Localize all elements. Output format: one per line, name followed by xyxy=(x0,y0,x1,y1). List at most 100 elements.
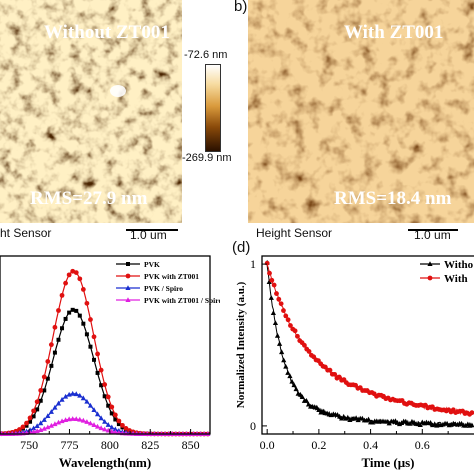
data-point-pvk xyxy=(92,357,97,362)
data-point-pvk-with-zt001-spiro xyxy=(66,416,72,422)
data-point-pvk-with-zt001-spiro xyxy=(77,416,83,422)
data-point-pvk-with-zt001 xyxy=(63,280,68,286)
series-witho xyxy=(264,259,474,428)
data-point-pvk xyxy=(49,363,54,368)
afm-rms-a: RMS=27.9 nm xyxy=(30,188,148,209)
data-point-pvk-spiro xyxy=(109,424,115,430)
data-point-with xyxy=(292,328,298,334)
legend-label-pvk-with-zt001: PVK with ZT001 xyxy=(144,272,199,281)
data-point-pvk xyxy=(67,310,72,315)
afm-image-without-zt001: Without ZT001 RMS=27.9 nm xyxy=(0,0,182,223)
data-point-pvk-with-zt001 xyxy=(38,388,44,393)
legend-label-witho: Witho xyxy=(444,259,474,271)
y-tick-label-d: 0 xyxy=(250,419,256,433)
y-axis-label-d: Normalized Intensity (a.u.) xyxy=(235,281,247,408)
data-point-with xyxy=(264,260,270,266)
data-point-pvk-spiro xyxy=(112,426,118,432)
series-pvk-with-zt001 xyxy=(0,268,211,437)
data-point-pvk-spiro xyxy=(94,411,101,417)
data-point-with xyxy=(332,371,338,377)
legend-marker-pvk-with-zt001-spiro xyxy=(125,297,131,302)
data-point-pvk-with-zt001 xyxy=(59,292,65,298)
data-point-pvk xyxy=(106,403,111,408)
data-point-pvk xyxy=(95,370,100,375)
data-point-with xyxy=(274,291,279,296)
data-point-pvk xyxy=(45,376,50,381)
legend-marker-with xyxy=(427,275,433,281)
data-point-with xyxy=(276,296,282,302)
data-point-pvk-with-zt001 xyxy=(56,308,61,313)
data-point-witho xyxy=(285,370,291,375)
data-point-pvk-with-zt001 xyxy=(16,427,22,432)
data-point-pvk-with-zt001 xyxy=(77,276,83,282)
x-tick-label-c: 800 xyxy=(101,438,119,452)
data-point-witho xyxy=(291,382,297,388)
data-point-pvk xyxy=(52,350,57,355)
data-point-pvk xyxy=(63,316,68,321)
data-point-pvk-with-zt001-spiro xyxy=(48,422,54,428)
colorbar-min-label: -269.9 nm xyxy=(182,152,232,164)
data-point-pvk-spiro xyxy=(80,395,86,401)
data-point-pvk-spiro xyxy=(34,423,40,429)
legend-marker-pvk xyxy=(126,262,130,266)
data-point-pvk-with-zt001-spiro xyxy=(91,422,97,427)
data-point-pvk-with-zt001 xyxy=(120,422,125,428)
data-point-pvk-with-zt001-spiro xyxy=(41,425,47,431)
pl-spectra-chart: 750 775 800 825 850 Wavelength(nm) PVK PVK wit… xyxy=(0,255,220,470)
data-point-pvk-with-zt001-spiro xyxy=(55,419,62,425)
data-point-with xyxy=(269,277,275,283)
data-point-pvk-with-zt001-spiro xyxy=(38,427,44,432)
sensor-label-b: Height Sensor xyxy=(256,226,333,240)
data-point-with xyxy=(288,323,293,328)
data-point-with xyxy=(283,313,289,319)
data-point-pvk-with-zt001 xyxy=(34,399,40,405)
data-point-with xyxy=(285,317,291,323)
x-tick-label-d: 0.6 xyxy=(415,438,430,452)
data-point-witho xyxy=(469,422,474,428)
data-point-pvk-with-zt001 xyxy=(88,317,93,322)
legend-marker-pvk-with-zt001 xyxy=(125,273,131,279)
afm-image-with-zt001: With ZT001 RMS=18.4 nm xyxy=(248,0,474,223)
data-point-pvk-spiro xyxy=(87,402,94,408)
data-point-pvk-with-zt001-spiro xyxy=(52,421,58,427)
data-point-pvk-with-zt001 xyxy=(31,408,36,414)
data-point-witho xyxy=(427,420,434,425)
panel-letter-b: b) xyxy=(234,0,248,15)
data-point-pvk-with-zt001-spiro xyxy=(84,419,90,424)
data-point-witho xyxy=(270,310,276,316)
afm-texture-a xyxy=(0,0,182,223)
data-point-pvk xyxy=(24,423,29,428)
data-point-pvk xyxy=(31,414,36,419)
x-tick-label-d: 0.0 xyxy=(260,438,275,452)
data-point-witho xyxy=(274,332,281,338)
data-point-witho xyxy=(283,363,289,369)
data-point-pvk-spiro xyxy=(48,409,54,414)
data-point-pvk-spiro xyxy=(91,407,97,412)
data-point-witho xyxy=(345,415,351,420)
data-point-pvk-with-zt001 xyxy=(91,334,97,340)
data-point-pvk-with-zt001 xyxy=(27,415,33,421)
data-point-pvk-with-zt001 xyxy=(80,286,86,292)
data-point-pvk-with-zt001 xyxy=(24,420,29,426)
series-line-witho xyxy=(266,266,474,428)
data-point-with xyxy=(302,342,307,348)
data-point-witho xyxy=(297,391,303,397)
data-point-witho xyxy=(293,386,299,392)
x-tick-label-c: 850 xyxy=(182,438,200,452)
data-point-pvk xyxy=(74,308,79,313)
data-point-pvk-with-zt001 xyxy=(105,394,111,400)
data-point-with xyxy=(295,333,300,339)
scale-label-b: 1.0 um xyxy=(414,228,451,242)
data-point-pvk-spiro xyxy=(70,390,76,396)
data-point-pvk xyxy=(109,411,114,416)
data-point-pvk-spiro xyxy=(105,422,111,427)
scale-bar-a xyxy=(126,229,178,231)
data-point-pvk-with-zt001 xyxy=(73,270,79,276)
data-point-witho xyxy=(365,416,372,422)
data-point-pvk-with-zt001 xyxy=(98,367,104,373)
data-point-pvk xyxy=(56,337,61,342)
afm-title-a: Without ZT001 xyxy=(44,22,170,43)
data-point-with xyxy=(469,410,474,416)
data-point-witho xyxy=(316,407,322,412)
data-point-pvk-spiro xyxy=(77,392,83,398)
